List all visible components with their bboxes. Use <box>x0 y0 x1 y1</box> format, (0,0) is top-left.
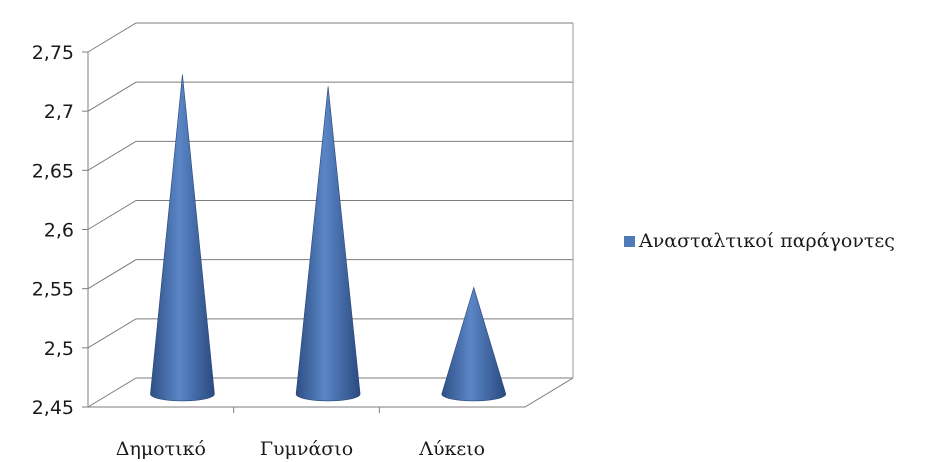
cone <box>150 74 215 402</box>
x-category-label: Δημοτικό <box>116 438 206 460</box>
cones <box>150 74 507 402</box>
cone-body <box>295 86 361 402</box>
cone-body <box>441 286 507 402</box>
y-tick-label: 2,65 <box>32 160 74 182</box>
gridline <box>87 259 573 290</box>
y-axis-ticks: 2,45 2,5 2,55 2,6 2,65 2,7 2,75 <box>32 42 88 419</box>
legend: Ανασταλτικοί παράγοντες <box>624 230 895 252</box>
y-tick-label: 2,75 <box>32 42 74 64</box>
legend-swatch <box>624 235 635 247</box>
gridline <box>87 22 573 53</box>
gridlines <box>87 22 573 408</box>
cone <box>441 286 507 402</box>
gridline <box>87 140 573 171</box>
y-tick-label: 2,6 <box>44 220 74 242</box>
y-tick-label: 2,7 <box>44 101 74 123</box>
cone-body <box>150 74 215 402</box>
cone <box>295 86 361 402</box>
gridline <box>87 81 573 112</box>
gridline <box>87 377 573 408</box>
gridline <box>87 318 573 349</box>
y-tick-label: 2,55 <box>32 279 74 301</box>
x-axis-labels: Δημοτικό Γυμνάσιο Λύκειο <box>116 438 485 460</box>
y-tick-label: 2,5 <box>44 338 74 360</box>
gridline <box>87 200 573 230</box>
x-category-label: Λύκειο <box>418 438 485 460</box>
x-category-label: Γυμνάσιο <box>260 438 353 460</box>
legend-label: Ανασταλτικοί παράγοντες <box>639 230 895 252</box>
y-tick-label: 2,45 <box>32 397 74 419</box>
